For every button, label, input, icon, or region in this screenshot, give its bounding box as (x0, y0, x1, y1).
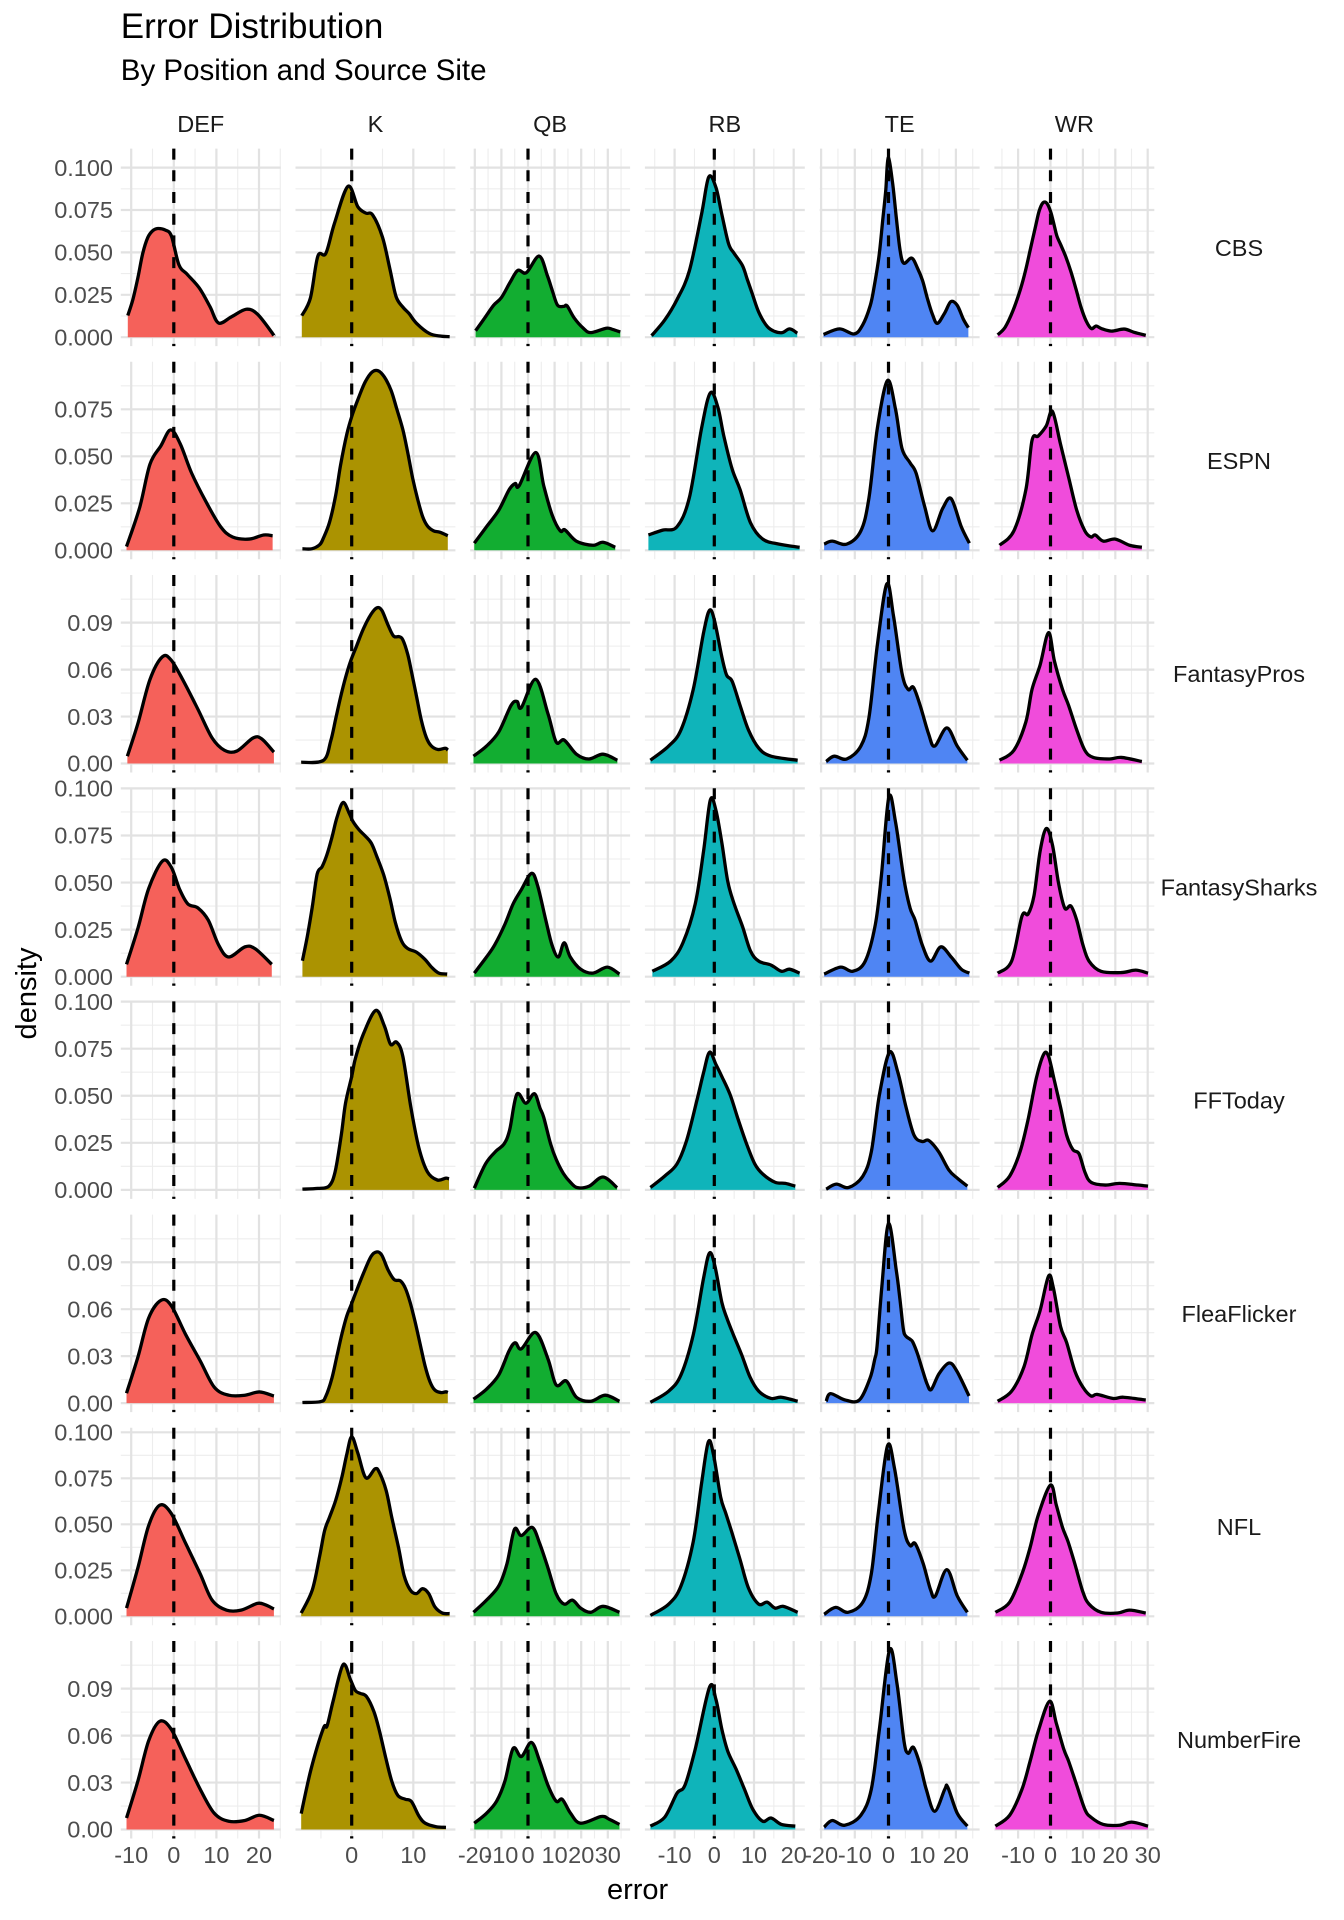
svg-text:ESPN: ESPN (1207, 448, 1271, 474)
svg-text:0.025: 0.025 (54, 491, 113, 517)
svg-text:0.000: 0.000 (54, 1177, 113, 1203)
svg-text:FleaFlicker: FleaFlicker (1182, 1301, 1297, 1327)
svg-text:density: density (11, 947, 43, 1039)
svg-text:-10: -10 (1001, 1842, 1035, 1868)
svg-text:0: 0 (882, 1842, 895, 1868)
svg-text:0.075: 0.075 (54, 1036, 113, 1062)
svg-text:10: 10 (203, 1842, 229, 1868)
svg-text:0.050: 0.050 (54, 1512, 113, 1538)
svg-text:-10: -10 (484, 1842, 518, 1868)
svg-text:-10: -10 (114, 1842, 148, 1868)
svg-text:-10: -10 (658, 1842, 692, 1868)
svg-text:0: 0 (708, 1842, 721, 1868)
svg-text:NumberFire: NumberFire (1177, 1727, 1301, 1753)
svg-text:-10: -10 (838, 1842, 872, 1868)
svg-text:FantasySharks: FantasySharks (1161, 874, 1318, 900)
svg-text:K: K (368, 111, 384, 137)
svg-text:10: 10 (909, 1842, 935, 1868)
svg-text:0.00: 0.00 (67, 1817, 113, 1843)
svg-text:0.100: 0.100 (54, 989, 113, 1015)
svg-text:0.050: 0.050 (54, 444, 113, 470)
svg-text:0.03: 0.03 (67, 704, 113, 730)
svg-text:20: 20 (568, 1842, 594, 1868)
svg-text:0: 0 (521, 1842, 534, 1868)
svg-text:0: 0 (1044, 1842, 1057, 1868)
svg-text:0.000: 0.000 (54, 324, 113, 350)
svg-text:0.050: 0.050 (54, 870, 113, 896)
svg-text:CBS: CBS (1215, 235, 1263, 261)
svg-text:-20: -20 (458, 1842, 492, 1868)
svg-text:0.075: 0.075 (54, 197, 113, 223)
svg-text:0.075: 0.075 (54, 823, 113, 849)
svg-text:RB: RB (709, 111, 742, 137)
svg-text:Error Distribution: Error Distribution (121, 7, 384, 46)
svg-text:10: 10 (400, 1842, 426, 1868)
svg-text:30: 30 (595, 1842, 621, 1868)
svg-text:0.06: 0.06 (67, 1723, 113, 1749)
svg-text:20: 20 (781, 1842, 807, 1868)
svg-text:0.03: 0.03 (67, 1343, 113, 1369)
svg-text:DEF: DEF (177, 111, 224, 137)
svg-text:20: 20 (246, 1842, 272, 1868)
svg-text:0.000: 0.000 (54, 964, 113, 990)
svg-text:0.075: 0.075 (54, 397, 113, 423)
svg-text:0.03: 0.03 (67, 1770, 113, 1796)
svg-text:0: 0 (167, 1842, 180, 1868)
svg-text:30: 30 (1135, 1842, 1161, 1868)
svg-text:20: 20 (943, 1842, 969, 1868)
svg-text:20: 20 (1102, 1842, 1128, 1868)
svg-text:0.075: 0.075 (54, 1466, 113, 1492)
svg-text:QB: QB (533, 111, 567, 137)
svg-text:0.000: 0.000 (54, 1604, 113, 1630)
svg-text:0.050: 0.050 (54, 240, 113, 266)
svg-text:0.100: 0.100 (54, 155, 113, 181)
svg-text:0.025: 0.025 (54, 1130, 113, 1156)
svg-text:0.050: 0.050 (54, 1083, 113, 1109)
svg-text:0.100: 0.100 (54, 1420, 113, 1446)
svg-text:0.06: 0.06 (67, 1296, 113, 1322)
svg-text:-20: -20 (804, 1842, 838, 1868)
svg-text:0.100: 0.100 (54, 776, 113, 802)
svg-text:10: 10 (1070, 1842, 1096, 1868)
svg-text:FFToday: FFToday (1193, 1088, 1285, 1114)
svg-text:0.09: 0.09 (67, 610, 113, 636)
svg-text:0.025: 0.025 (54, 917, 113, 943)
svg-text:0.09: 0.09 (67, 1249, 113, 1275)
svg-text:0.025: 0.025 (54, 1558, 113, 1584)
svg-text:NFL: NFL (1217, 1514, 1261, 1540)
svg-text:TE: TE (885, 111, 915, 137)
svg-text:error: error (607, 1874, 669, 1906)
svg-text:0.09: 0.09 (67, 1676, 113, 1702)
svg-text:0.00: 0.00 (67, 751, 113, 777)
svg-text:0.025: 0.025 (54, 282, 113, 308)
svg-text:10: 10 (542, 1842, 568, 1868)
svg-text:By Position and Source Site: By Position and Source Site (121, 54, 487, 87)
svg-text:0.06: 0.06 (67, 657, 113, 683)
svg-text:10: 10 (741, 1842, 767, 1868)
svg-text:WR: WR (1055, 111, 1094, 137)
svg-text:0.000: 0.000 (54, 538, 113, 564)
svg-text:FantasyPros: FantasyPros (1173, 661, 1305, 687)
svg-text:0.00: 0.00 (67, 1390, 113, 1416)
svg-text:0: 0 (345, 1842, 358, 1868)
